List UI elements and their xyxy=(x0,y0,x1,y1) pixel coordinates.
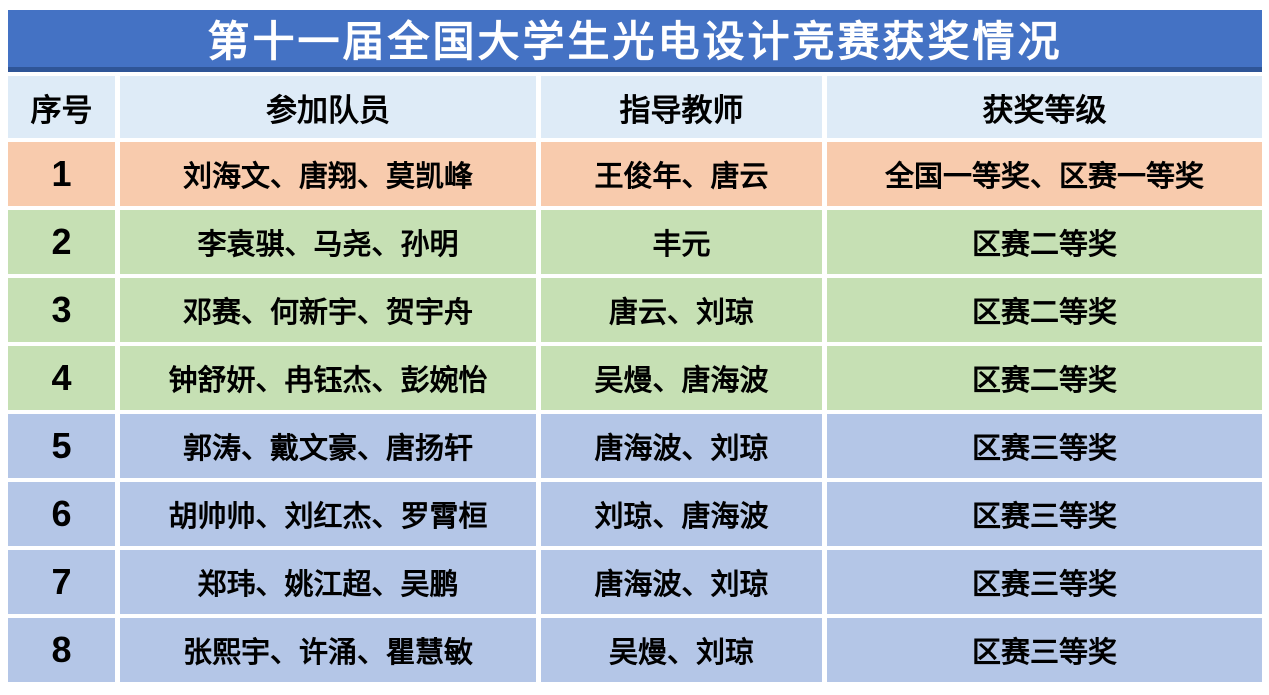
cell-teachers: 吴熳、刘琼 xyxy=(541,618,822,682)
cell-teachers: 刘琼、唐海波 xyxy=(541,482,822,546)
column-header-teachers: 指导教师 xyxy=(541,76,822,138)
cell-index: 5 xyxy=(8,414,115,478)
column-header-index: 序号 xyxy=(8,76,115,138)
cell-index: 8 xyxy=(8,618,115,682)
column-header-members: 参加队员 xyxy=(120,76,536,138)
cell-index: 4 xyxy=(8,346,115,410)
cell-members: 钟舒妍、冉钰杰、彭婉怡 xyxy=(120,346,536,410)
cell-award: 区赛二等奖 xyxy=(827,346,1262,410)
cell-award: 区赛二等奖 xyxy=(827,210,1262,274)
cell-teachers: 唐海波、刘琼 xyxy=(541,414,822,478)
cell-teachers: 吴熳、唐海波 xyxy=(541,346,822,410)
cell-index: 1 xyxy=(8,142,115,206)
column-header-award: 获奖等级 xyxy=(827,76,1262,138)
cell-members: 刘海文、唐翔、莫凯峰 xyxy=(120,142,536,206)
cell-members: 张熙宇、许涌、瞿慧敏 xyxy=(120,618,536,682)
cell-members: 郭涛、戴文豪、唐扬轩 xyxy=(120,414,536,478)
cell-index: 2 xyxy=(8,210,115,274)
cell-members: 胡帅帅、刘红杰、罗霄桓 xyxy=(120,482,536,546)
cell-award: 区赛三等奖 xyxy=(827,414,1262,478)
cell-award: 区赛三等奖 xyxy=(827,482,1262,546)
cell-teachers: 唐云、刘琼 xyxy=(541,278,822,342)
cell-index: 3 xyxy=(8,278,115,342)
cell-teachers: 唐海波、刘琼 xyxy=(541,550,822,614)
cell-members: 郑玮、姚江超、吴鹏 xyxy=(120,550,536,614)
cell-teachers: 王俊年、唐云 xyxy=(541,142,822,206)
cell-award: 区赛三等奖 xyxy=(827,550,1262,614)
cell-index: 6 xyxy=(8,482,115,546)
cell-award: 区赛三等奖 xyxy=(827,618,1262,682)
award-table: 第十一届全国大学生光电设计竞赛获奖情况 序号 参加队员 指导教师 获奖等级 1 … xyxy=(8,10,1262,682)
table-title: 第十一届全国大学生光电设计竞赛获奖情况 xyxy=(8,10,1262,72)
cell-teachers: 丰元 xyxy=(541,210,822,274)
cell-members: 邓赛、何新宇、贺宇舟 xyxy=(120,278,536,342)
cell-award: 全国一等奖、区赛一等奖 xyxy=(827,142,1262,206)
cell-index: 7 xyxy=(8,550,115,614)
cell-members: 李袁骐、马尧、孙明 xyxy=(120,210,536,274)
award-table-grid: 序号 参加队员 指导教师 获奖等级 1 刘海文、唐翔、莫凯峰 王俊年、唐云 全国… xyxy=(8,76,1262,682)
cell-award: 区赛二等奖 xyxy=(827,278,1262,342)
